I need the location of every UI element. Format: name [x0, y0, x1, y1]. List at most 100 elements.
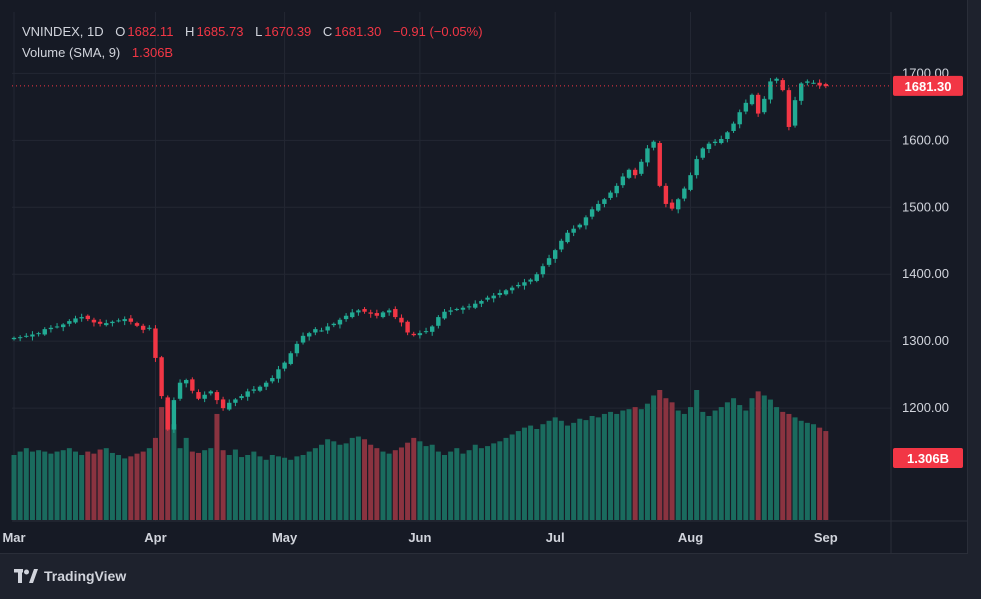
candle-body: [448, 310, 453, 312]
tradingview-logo-icon: [14, 569, 38, 583]
volume-bar: [460, 453, 466, 520]
candle-body: [503, 290, 509, 295]
candlestick-chart[interactable]: 1700.001600.001500.001400.001300.001200.…: [0, 0, 968, 554]
candle-body: [749, 94, 755, 105]
volume-bar: [251, 451, 257, 520]
candle-body: [128, 318, 134, 322]
candle-body: [239, 396, 244, 399]
volume-bar: [442, 455, 447, 520]
candle-body: [214, 392, 220, 401]
candle-body: [393, 309, 398, 318]
candle-body: [719, 139, 724, 144]
candle-body: [61, 324, 66, 328]
x-tick-label: May: [272, 530, 298, 545]
candle-body: [159, 357, 164, 397]
candle-body: [104, 323, 109, 326]
candle-body: [460, 307, 466, 310]
candle-body: [294, 343, 300, 354]
y-tick-label: 1200.00: [902, 400, 949, 415]
candle-body: [73, 318, 78, 323]
volume-label[interactable]: Volume (SMA, 9): [22, 45, 121, 60]
price-candles: [11, 77, 828, 433]
volume-bar: [485, 446, 491, 520]
tradingview-branding[interactable]: TradingView: [14, 568, 126, 584]
open-label: O: [115, 24, 126, 39]
volume-bar: [626, 409, 632, 520]
candle-body: [313, 329, 318, 333]
volume-bar: [140, 451, 146, 520]
volume-bar: [226, 455, 232, 520]
candle-body: [220, 399, 226, 409]
candle-body: [282, 362, 287, 369]
change-value: −0.91 (−0.05%): [392, 24, 483, 39]
volume-bar: [540, 424, 546, 520]
volume-bar: [337, 444, 343, 520]
volume-bar: [380, 451, 386, 520]
price-axis[interactable]: 1700.001600.001500.001400.001300.001200.…: [902, 65, 949, 415]
x-tick-label: Mar: [2, 530, 25, 545]
volume-bar: [435, 451, 441, 520]
candle-body: [620, 176, 626, 186]
symbol-label[interactable]: VNINDEX, 1D: [22, 24, 104, 39]
candle-body: [725, 132, 730, 139]
candle-body: [534, 274, 539, 281]
volume-bar: [220, 450, 226, 520]
volume-bar: [54, 451, 60, 520]
volume-bar: [300, 455, 306, 520]
candle-body: [608, 192, 613, 198]
volume-bar: [811, 424, 816, 520]
ohlc-legend: VNINDEX, 1D O 1682.11 H 1685.73 L 1670.39 C…: [22, 24, 485, 39]
volume-bar: [478, 448, 484, 520]
volume-bar: [189, 451, 195, 520]
x-tick-label: Sep: [814, 530, 838, 545]
candle-body: [589, 209, 595, 217]
volume-bar: [509, 434, 515, 520]
candle-body: [700, 148, 705, 158]
candle-body: [669, 202, 675, 209]
volume-bar: [208, 448, 214, 520]
candle-body: [553, 250, 558, 259]
candle-body: [350, 312, 355, 318]
candle-body: [546, 258, 552, 265]
candle-body: [516, 284, 521, 287]
low-value: 1670.39: [264, 24, 312, 39]
volume-bar: [411, 437, 417, 520]
volume-bar: [269, 455, 275, 520]
volume-bar: [663, 398, 669, 520]
candle-body: [24, 335, 29, 337]
candle-body: [227, 402, 232, 410]
volume-bar: [657, 390, 663, 520]
volume-bar: [85, 451, 91, 520]
candle-body: [823, 84, 828, 87]
volume-bar: [214, 413, 220, 520]
volume-bar: [374, 448, 380, 520]
volume-bar: [804, 422, 810, 520]
volume-bar: [534, 429, 540, 520]
volume-bar: [743, 410, 749, 520]
candle-body: [405, 321, 410, 333]
volume-bar: [343, 443, 349, 520]
volume-bar: [731, 398, 737, 520]
volume-bar: [675, 410, 681, 520]
volume-bar: [306, 451, 312, 520]
volume-bar: [601, 413, 607, 520]
candle-body: [466, 306, 472, 308]
volume-bar: [60, 450, 66, 520]
volume-bar: [614, 413, 620, 520]
volume-bar: [472, 444, 478, 520]
candle-body: [596, 203, 601, 211]
candle-body: [632, 169, 638, 176]
volume-bar: [780, 411, 786, 520]
candle-body: [276, 369, 281, 379]
candle-body: [688, 175, 693, 190]
candle-body: [184, 380, 189, 384]
candle-body: [792, 100, 798, 126]
candle-body: [676, 199, 681, 210]
candle-body: [17, 337, 23, 339]
volume-bar: [448, 451, 454, 520]
candle-body: [116, 320, 121, 322]
candle-body: [208, 391, 213, 394]
volume-bar: [159, 407, 165, 520]
candle-body: [559, 240, 564, 250]
time-axis[interactable]: Mar Apr May Jun Jul Aug Sep: [2, 530, 837, 545]
